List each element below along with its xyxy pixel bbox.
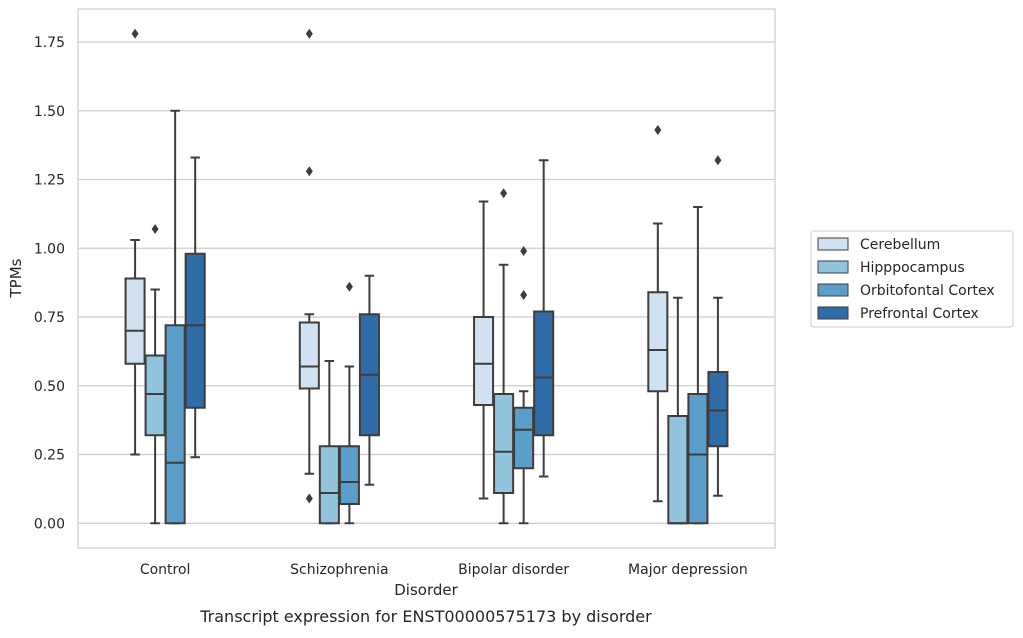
legend-frame xyxy=(810,230,1014,328)
box-1-1 xyxy=(318,360,340,525)
outlier-point-1 xyxy=(305,166,313,177)
legend-label-2: Orbitofontal Cortex xyxy=(860,283,995,299)
y-axis-label: TPMs xyxy=(7,258,25,298)
y-tick-labels: 0.00 0.25 0.50 0.75 1.00 1.25 1.50 1.75 xyxy=(34,35,65,532)
legend-label-0: Cerebellum xyxy=(860,237,940,253)
legend: Cerebellum Hipppocampus Orbitofontal Corte… xyxy=(810,230,1014,328)
legend-swatch-3 xyxy=(817,306,849,320)
box-1-2 xyxy=(338,281,360,525)
chart-caption: Transcript expression for ENST0000057517… xyxy=(199,607,652,626)
x-tick-label-0: Control xyxy=(140,562,191,578)
outlier-point-0 xyxy=(345,281,353,292)
box-0-2 xyxy=(164,109,186,525)
box-body xyxy=(513,406,535,470)
box-3-1 xyxy=(667,296,689,525)
outlier-point-0 xyxy=(500,188,508,199)
y-tick-label-0: 0.00 xyxy=(34,516,65,532)
outlier-point-2 xyxy=(305,493,313,504)
outlier-point-0 xyxy=(305,28,313,39)
y-tick-label-3: 0.75 xyxy=(34,310,65,326)
box-body xyxy=(164,324,186,525)
x-tick-label-3: Major depression xyxy=(628,562,748,578)
box-2-2 xyxy=(513,246,535,525)
plot-frame xyxy=(77,8,776,549)
box-body xyxy=(144,354,166,437)
legend-label-1: Hipppocampus xyxy=(860,260,965,276)
x-tick-label-1: Schizophrenia xyxy=(290,562,388,578)
y-tick-label-4: 1.00 xyxy=(34,241,65,257)
legend-swatch-1 xyxy=(817,260,849,274)
outlier-point-0 xyxy=(654,125,662,135)
box-3-0 xyxy=(647,125,669,503)
box-body xyxy=(338,445,360,505)
box-body xyxy=(184,252,206,409)
outlier-point-0 xyxy=(131,28,139,39)
box-body xyxy=(473,316,495,406)
box-body xyxy=(298,321,320,390)
box-2-1 xyxy=(493,188,515,525)
box-body xyxy=(493,393,515,494)
box-body xyxy=(124,277,146,365)
y-tick-label-5: 1.25 xyxy=(34,173,65,189)
x-tick-labels: Control Schizophrenia Bipolar disorder Majo… xyxy=(140,562,748,578)
box-plot-marks xyxy=(124,28,729,525)
legend-items: Cerebellum Hipppocampus Orbitofontal Corte… xyxy=(817,237,995,322)
box-body xyxy=(533,310,555,437)
x-tick-label-2: Bipolar disorder xyxy=(458,562,569,578)
y-tick-label-7: 1.75 xyxy=(34,35,65,51)
legend-swatch-2 xyxy=(817,283,849,297)
box-2-0 xyxy=(473,200,495,500)
legend-label-3: Prefrontal Cortex xyxy=(860,306,979,322)
box-2-3 xyxy=(533,159,555,478)
box-body xyxy=(707,371,729,448)
box-body xyxy=(647,291,669,393)
box-1-3 xyxy=(358,274,380,486)
outlier-point-0 xyxy=(151,224,159,234)
box-3-2 xyxy=(687,206,709,525)
box-3-3 xyxy=(707,155,729,497)
y-tick-label-6: 1.50 xyxy=(34,104,65,120)
box-body xyxy=(318,445,340,525)
y-tick-label-1: 0.25 xyxy=(34,448,65,464)
box-body xyxy=(687,393,709,525)
x-axis-label: Disorder xyxy=(394,581,458,599)
box-body xyxy=(667,415,689,525)
box-0-0 xyxy=(124,28,146,456)
outlier-point-0 xyxy=(714,155,722,166)
legend-swatch-0 xyxy=(817,237,849,251)
box-0-1 xyxy=(144,224,166,525)
box-1-0 xyxy=(298,28,320,504)
outlier-point-1 xyxy=(520,290,528,300)
box-0-3 xyxy=(184,156,206,459)
outlier-point-0 xyxy=(520,246,528,256)
y-tick-label-2: 0.50 xyxy=(34,379,65,395)
